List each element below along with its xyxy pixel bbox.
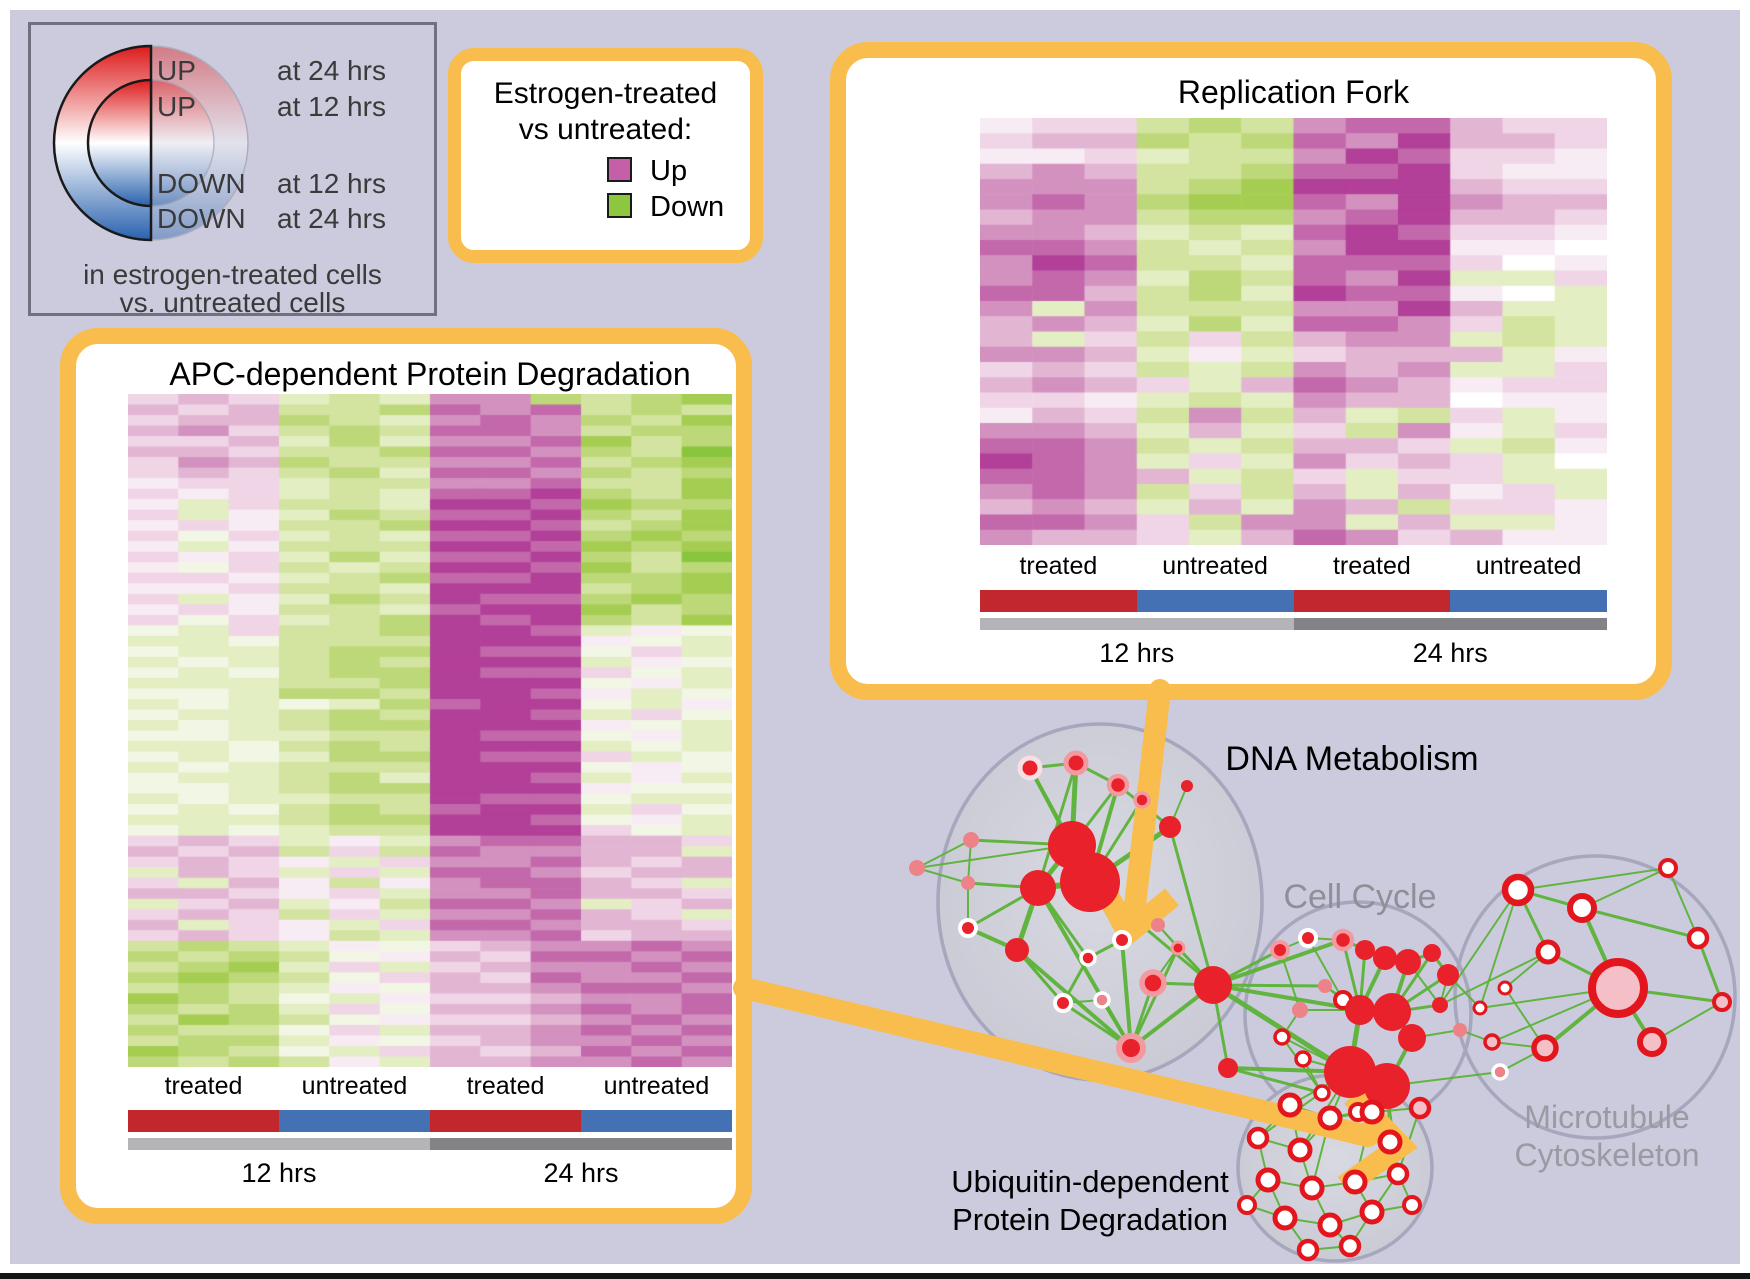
rf-group-label: treated <box>1019 552 1098 580</box>
apc-heatmap <box>128 394 732 1067</box>
updown-row-time: at 12 hrs <box>277 91 386 122</box>
apc-group-label: treated <box>164 1072 243 1100</box>
updown-row-time: at 12 hrs <box>277 168 386 199</box>
apc-group-label: untreated <box>603 1072 710 1100</box>
up-color-swatch <box>607 157 632 182</box>
inner-circle-left-half <box>86 78 153 208</box>
apc-24hr-label: 24 hrs <box>543 1158 619 1188</box>
rf-untreated-bar <box>1450 590 1607 612</box>
replication-fork-heatmap <box>980 118 1607 545</box>
rf-treated-bar <box>1293 590 1451 612</box>
apc-untreated-bar <box>581 1110 732 1132</box>
figure-bottom-border <box>0 1273 1750 1279</box>
updown-row-dir: UP <box>157 55 196 86</box>
updown-footer-line1: in estrogen-treated cells <box>83 259 382 290</box>
updown-row-time: at 24 hrs <box>277 203 386 234</box>
estrogen-legend-title2: vs untreated: <box>518 113 693 146</box>
panel-apc-title: APC-dependent Protein Degradation <box>169 356 691 392</box>
down-swatch-label: Down <box>650 191 725 223</box>
updown-row-dir: DOWN <box>157 203 246 234</box>
rf-untreated-bar <box>1136 590 1294 612</box>
updown-row-dir: DOWN <box>157 168 246 199</box>
rf-treated-bar <box>980 590 1137 612</box>
rf-24hr-bar <box>1293 618 1607 630</box>
updown-footer-line2: vs. untreated cells <box>119 287 346 318</box>
panel-apc-protein-degradation: APC-dependent Protein Degradation treate… <box>60 328 752 1224</box>
rf-group-label: untreated <box>1162 552 1268 580</box>
rf-group-label: untreated <box>1475 552 1582 580</box>
inner-circle-right-half <box>150 79 215 207</box>
apc-24hr-bar <box>430 1138 732 1150</box>
apc-12hr-label: 12 hrs <box>241 1158 317 1188</box>
up-swatch-label: Up <box>650 155 688 187</box>
apc-treated-bar <box>128 1110 279 1132</box>
apc-untreated-bar <box>279 1110 430 1132</box>
estrogen-legend-title1: Estrogen-treated <box>493 77 718 110</box>
panel-rf-title: Replication Fork <box>1177 74 1410 110</box>
estrogen-legend-box: Estrogen-treated vs untreated: Up Down <box>448 48 763 263</box>
apc-12hr-bar <box>128 1138 430 1150</box>
apc-treated-bar <box>430 1110 581 1132</box>
rf-group-label: treated <box>1332 552 1411 580</box>
apc-group-label: untreated <box>301 1072 408 1100</box>
rf-12hr-bar <box>980 618 1294 630</box>
rf-12hr-label: 12 hrs <box>1099 638 1175 668</box>
panel-replication-fork: Replication Fork treated untreated treat… <box>830 42 1672 700</box>
updown-row-dir: UP <box>157 91 196 122</box>
updown-row-time: at 24 hrs <box>277 55 386 86</box>
updown-legend-box: UP at 24 hrs UP at 12 hrs DOWN at 12 hrs… <box>28 22 437 318</box>
down-color-swatch <box>607 193 632 218</box>
apc-group-label: treated <box>466 1072 545 1100</box>
rf-24hr-label: 24 hrs <box>1412 638 1488 668</box>
updown-legend-circles <box>52 44 249 242</box>
